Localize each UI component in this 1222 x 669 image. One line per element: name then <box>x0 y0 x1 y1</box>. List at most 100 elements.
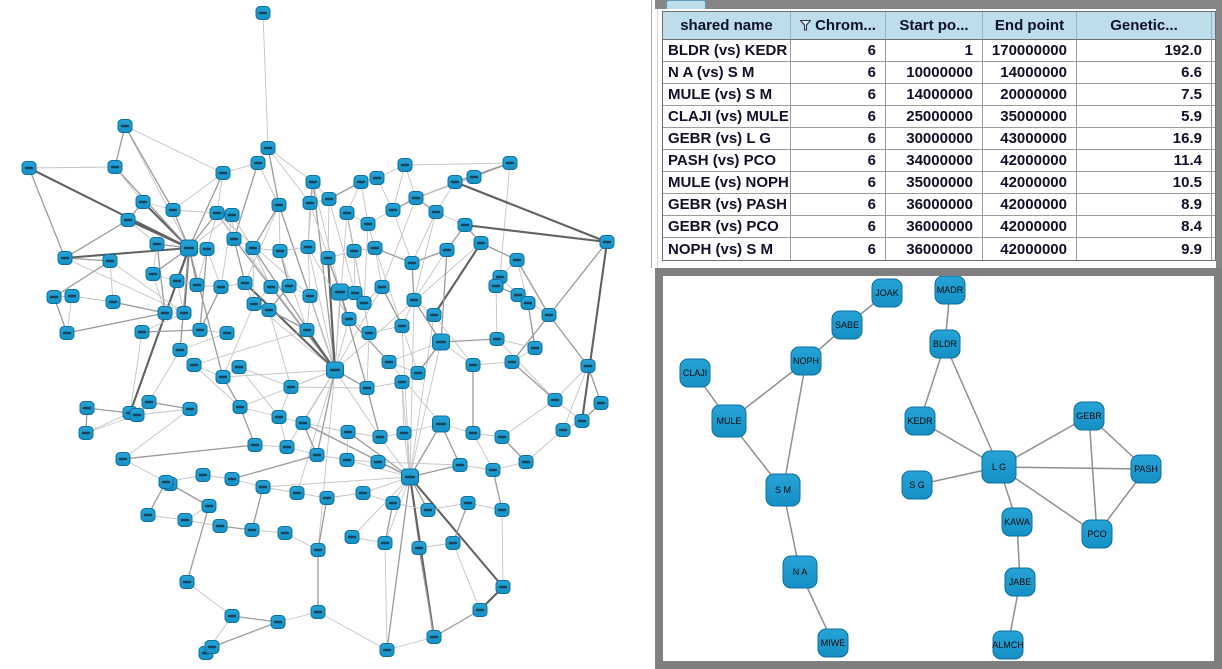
network-node[interactable] <box>261 303 277 317</box>
cell-value[interactable]: 6 <box>791 84 886 106</box>
network-node[interactable] <box>270 615 286 629</box>
network-node[interactable] <box>182 402 198 416</box>
subnetwork-node-gebr[interactable]: GEBR <box>1073 401 1105 431</box>
table-row[interactable]: PASH (vs) PCO 6 34000000 42000000 11.4 <box>663 150 1215 172</box>
network-node[interactable] <box>457 218 473 232</box>
network-node[interactable] <box>309 448 325 462</box>
network-node[interactable] <box>281 279 297 293</box>
network-node[interactable] <box>158 475 174 489</box>
network-node[interactable] <box>299 323 315 337</box>
cell-value[interactable]: 6 <box>791 106 886 128</box>
network-node[interactable] <box>179 575 195 589</box>
network-node[interactable] <box>321 192 337 206</box>
network-node[interactable] <box>310 543 326 557</box>
network-node[interactable] <box>360 217 376 231</box>
network-node[interactable] <box>172 343 188 357</box>
network-node[interactable] <box>488 279 504 293</box>
network-node[interactable] <box>295 416 311 430</box>
cell-shared-name[interactable]: GEBR (vs) L G <box>663 128 791 150</box>
cell-value[interactable]: 6 <box>791 62 886 84</box>
subnetwork-node-mule[interactable]: MULE <box>711 404 747 438</box>
table-row[interactable]: GEBR (vs) PCO 6 36000000 42000000 8.4 <box>663 216 1215 238</box>
network-node[interactable] <box>102 254 118 268</box>
network-node[interactable] <box>263 280 279 294</box>
cell-value[interactable]: 6.6 <box>1077 62 1212 84</box>
network-node[interactable] <box>574 414 590 428</box>
network-node[interactable] <box>213 280 229 294</box>
subnetwork-node-miwe[interactable]: MIWE <box>817 628 849 658</box>
table-row[interactable]: NOPH (vs) S M 6 36000000 42000000 9.9 <box>663 238 1215 260</box>
cell-value[interactable]: 8.9 <box>1077 194 1212 216</box>
cell-value[interactable]: 7.5 <box>1077 84 1212 106</box>
column-header-shared-name[interactable]: shared name <box>663 12 791 40</box>
cell-value[interactable]: 30000000 <box>886 128 983 150</box>
network-node[interactable] <box>381 355 397 369</box>
network-node[interactable] <box>247 438 263 452</box>
network-node[interactable] <box>445 536 461 550</box>
network-node[interactable] <box>394 375 410 389</box>
network-node[interactable] <box>64 289 80 303</box>
network-node[interactable] <box>215 370 231 384</box>
network-node[interactable] <box>326 361 344 379</box>
network-node[interactable] <box>201 499 217 513</box>
filter-icon[interactable] <box>800 20 812 31</box>
network-node[interactable] <box>485 463 501 477</box>
network-node[interactable] <box>212 519 228 533</box>
network-node[interactable] <box>145 267 161 281</box>
network-node[interactable] <box>504 355 520 369</box>
network-node[interactable] <box>271 410 287 424</box>
main-network-canvas[interactable] <box>0 0 652 669</box>
cell-value[interactable]: 42000000 <box>983 150 1077 172</box>
network-node[interactable] <box>466 170 482 184</box>
table-tab[interactable] <box>666 0 706 9</box>
table-row[interactable]: MULE (vs) NOPH 6 35000000 42000000 10.5 <box>663 172 1215 194</box>
cell-value[interactable]: 11.4 <box>1077 150 1212 172</box>
cell-value[interactable]: 14000000 <box>983 62 1077 84</box>
network-node[interactable] <box>232 400 248 414</box>
network-node[interactable] <box>355 486 371 500</box>
network-node[interactable] <box>277 526 293 540</box>
network-node[interactable] <box>472 603 488 617</box>
network-node[interactable] <box>465 358 481 372</box>
network-node[interactable] <box>396 426 412 440</box>
network-node[interactable] <box>246 297 262 311</box>
network-node[interactable] <box>408 191 424 205</box>
network-node[interactable] <box>353 175 369 189</box>
cell-value[interactable]: 14000000 <box>886 84 983 106</box>
network-node[interactable] <box>361 326 377 340</box>
cell-value[interactable]: 6 <box>791 40 886 62</box>
network-node[interactable] <box>406 293 422 307</box>
subnetwork-canvas[interactable]: JOAK MADR SABE BLDR NOPH CLAJI MULE KEDR GEBR L G… <box>663 276 1214 661</box>
cell-shared-name[interactable]: CLAJI (vs) MULE <box>663 106 791 128</box>
network-node[interactable] <box>555 423 571 437</box>
network-node[interactable] <box>495 580 511 594</box>
network-node[interactable] <box>473 236 489 250</box>
network-node[interactable] <box>255 6 271 20</box>
network-node[interactable] <box>385 496 401 510</box>
column-header-genetic-[interactable]: Genetic... <box>1077 12 1212 40</box>
network-node[interactable] <box>426 630 442 644</box>
network-node[interactable] <box>21 161 37 175</box>
subnetwork-node-jabe[interactable]: JABE <box>1004 567 1036 597</box>
network-node[interactable] <box>346 244 362 258</box>
subnetwork-node-n-a[interactable]: N A <box>782 555 818 589</box>
network-node[interactable] <box>129 408 145 422</box>
cell-value[interactable]: 6 <box>791 172 886 194</box>
network-node[interactable] <box>341 312 357 326</box>
network-node[interactable] <box>356 296 372 310</box>
network-node[interactable] <box>215 166 231 180</box>
network-node[interactable] <box>140 508 156 522</box>
network-node[interactable] <box>347 286 363 300</box>
network-node[interactable] <box>494 430 510 444</box>
network-node[interactable] <box>593 396 609 410</box>
subnetwork-node-pco[interactable]: PCO <box>1081 519 1113 549</box>
network-node[interactable] <box>115 452 131 466</box>
network-node[interactable] <box>339 206 355 220</box>
cell-value[interactable]: 6 <box>791 128 886 150</box>
network-node[interactable] <box>447 175 463 189</box>
network-node[interactable] <box>255 480 271 494</box>
table-row[interactable]: GEBR (vs) PASH 6 36000000 42000000 8.9 <box>663 194 1215 216</box>
network-node[interactable] <box>411 541 427 555</box>
cell-shared-name[interactable]: BLDR (vs) KEDR <box>663 40 791 62</box>
network-node[interactable] <box>141 395 157 409</box>
